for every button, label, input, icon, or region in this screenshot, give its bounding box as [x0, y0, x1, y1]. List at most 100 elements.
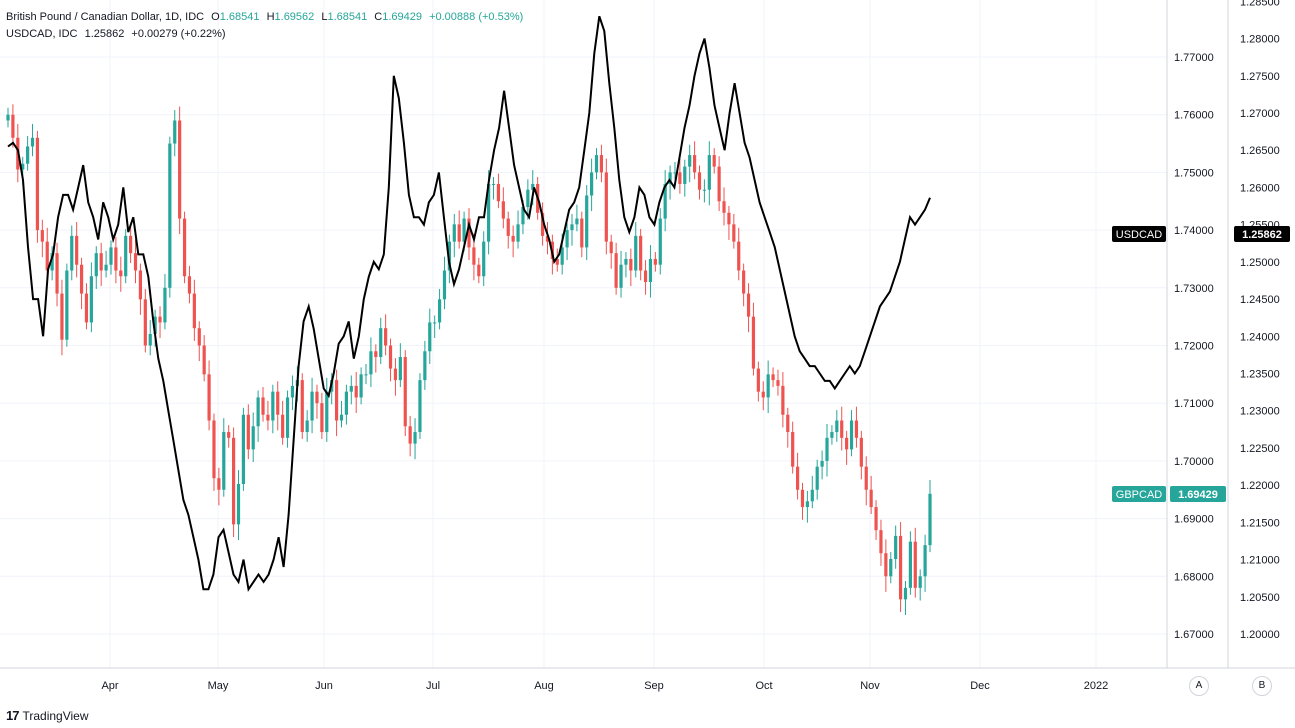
candle — [35, 130, 40, 243]
candle-body — [413, 432, 417, 444]
candle — [369, 337, 373, 388]
candle — [746, 283, 751, 333]
overlay-change: +0.00279 (+0.22%) — [131, 28, 226, 40]
candle-body — [393, 368, 398, 381]
candle — [384, 314, 388, 356]
usdcad-tick-label: 1.21500 — [1240, 517, 1280, 529]
candle — [325, 377, 329, 442]
candle — [815, 459, 819, 500]
candle — [776, 369, 780, 396]
candle-body — [766, 374, 770, 398]
time-axis[interactable]: Apr May Jun Jul Aug Sep Oct Nov Dec 2022 — [101, 680, 1108, 692]
candle-body — [580, 218, 584, 248]
candle — [393, 358, 398, 396]
candle — [89, 262, 93, 333]
candle — [133, 239, 138, 284]
candle-body — [452, 224, 456, 242]
usdcad-tag-value: 1.25862 — [1242, 229, 1282, 241]
candle-body — [590, 172, 594, 196]
usdcad-tick-label: 1.20500 — [1240, 592, 1280, 604]
candle — [840, 406, 844, 451]
candle-body — [236, 483, 241, 525]
candle — [590, 158, 594, 212]
candle-body — [737, 241, 741, 271]
candle — [717, 156, 721, 212]
candle — [143, 288, 147, 353]
scale-b-button[interactable]: B — [1252, 676, 1272, 696]
chart-canvas[interactable]: 1.77000 1.76000 1.75000 1.74000 1.73000 1.720… — [0, 0, 1295, 705]
candle-body — [879, 530, 883, 554]
candle — [334, 369, 339, 437]
candle-body — [560, 247, 564, 265]
candle-body — [845, 437, 849, 450]
candle-body — [388, 345, 393, 369]
candle — [864, 456, 868, 506]
candle-body — [903, 587, 908, 600]
candle-body — [50, 253, 54, 271]
candle-body — [526, 189, 530, 208]
candle-body — [688, 155, 692, 167]
candle-body — [751, 316, 756, 369]
candle — [491, 177, 496, 200]
legend-o-label: O — [211, 11, 220, 23]
candle — [403, 350, 407, 437]
candle — [178, 106, 182, 235]
candle-body — [403, 357, 407, 427]
candle-body — [75, 235, 79, 265]
candle-body — [614, 253, 618, 288]
candle-body — [89, 276, 93, 323]
legend-high: 1.69562 — [274, 11, 315, 23]
candle-body — [732, 224, 736, 242]
candle — [786, 407, 790, 448]
candle — [928, 479, 932, 553]
candle — [315, 384, 319, 419]
candle — [482, 231, 486, 287]
usdcad-tick-label: 1.27500 — [1240, 71, 1280, 83]
usdcad-tick-label: 1.23000 — [1240, 406, 1280, 418]
candle-body — [138, 270, 143, 300]
candle — [30, 123, 35, 157]
candle-body — [261, 397, 265, 415]
auto-scale-button[interactable]: A — [1189, 676, 1209, 696]
candle-body — [697, 172, 702, 190]
gbpcad-price-axis[interactable]: 1.77000 1.76000 1.75000 1.74000 1.73000 1.720… — [1174, 52, 1214, 641]
candle — [408, 415, 412, 457]
candle — [761, 381, 765, 411]
usdcad-tick-label: 1.26500 — [1240, 145, 1280, 157]
candle-body — [707, 155, 711, 190]
candle — [354, 372, 358, 414]
candle — [40, 219, 44, 258]
usdcad-price-axis[interactable]: 1.290001.285001.280001.275001.270001.265… — [1240, 0, 1280, 641]
legend-close: 1.69429 — [382, 11, 423, 23]
candle — [197, 321, 201, 362]
candle — [227, 425, 231, 448]
candle-body — [702, 189, 707, 191]
candle-body — [756, 368, 760, 392]
candle-body — [604, 172, 608, 242]
candle-body — [447, 241, 451, 271]
candle-body — [663, 183, 667, 219]
candle-body — [658, 218, 662, 265]
candle — [138, 263, 143, 315]
candle — [246, 404, 250, 460]
candle-body — [692, 155, 697, 173]
candle — [388, 338, 393, 382]
candle — [614, 242, 618, 295]
legend-l-label: L — [321, 11, 328, 23]
candle-body — [761, 391, 765, 398]
candle-body — [227, 432, 231, 438]
time-tick-label: 2022 — [1084, 680, 1108, 692]
candle-body — [231, 437, 236, 525]
candle-body — [791, 432, 795, 467]
candle — [202, 335, 206, 382]
candle — [805, 490, 809, 523]
candle-body — [585, 195, 589, 248]
time-tick-label: Apr — [101, 680, 118, 692]
candle-body — [678, 172, 682, 184]
candle-body — [442, 270, 447, 300]
candle-body — [256, 397, 260, 427]
candle — [300, 373, 304, 439]
candle — [496, 173, 501, 209]
candle-body — [467, 218, 471, 248]
candle — [501, 187, 505, 229]
